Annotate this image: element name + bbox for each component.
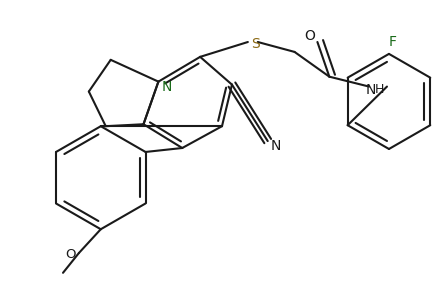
Text: F: F xyxy=(389,35,397,49)
Text: O: O xyxy=(66,248,76,261)
Text: N: N xyxy=(270,139,281,153)
Text: N: N xyxy=(366,83,376,96)
Text: S: S xyxy=(252,37,260,51)
Text: N: N xyxy=(161,80,172,94)
Text: H: H xyxy=(374,83,384,96)
Text: O: O xyxy=(304,29,315,43)
